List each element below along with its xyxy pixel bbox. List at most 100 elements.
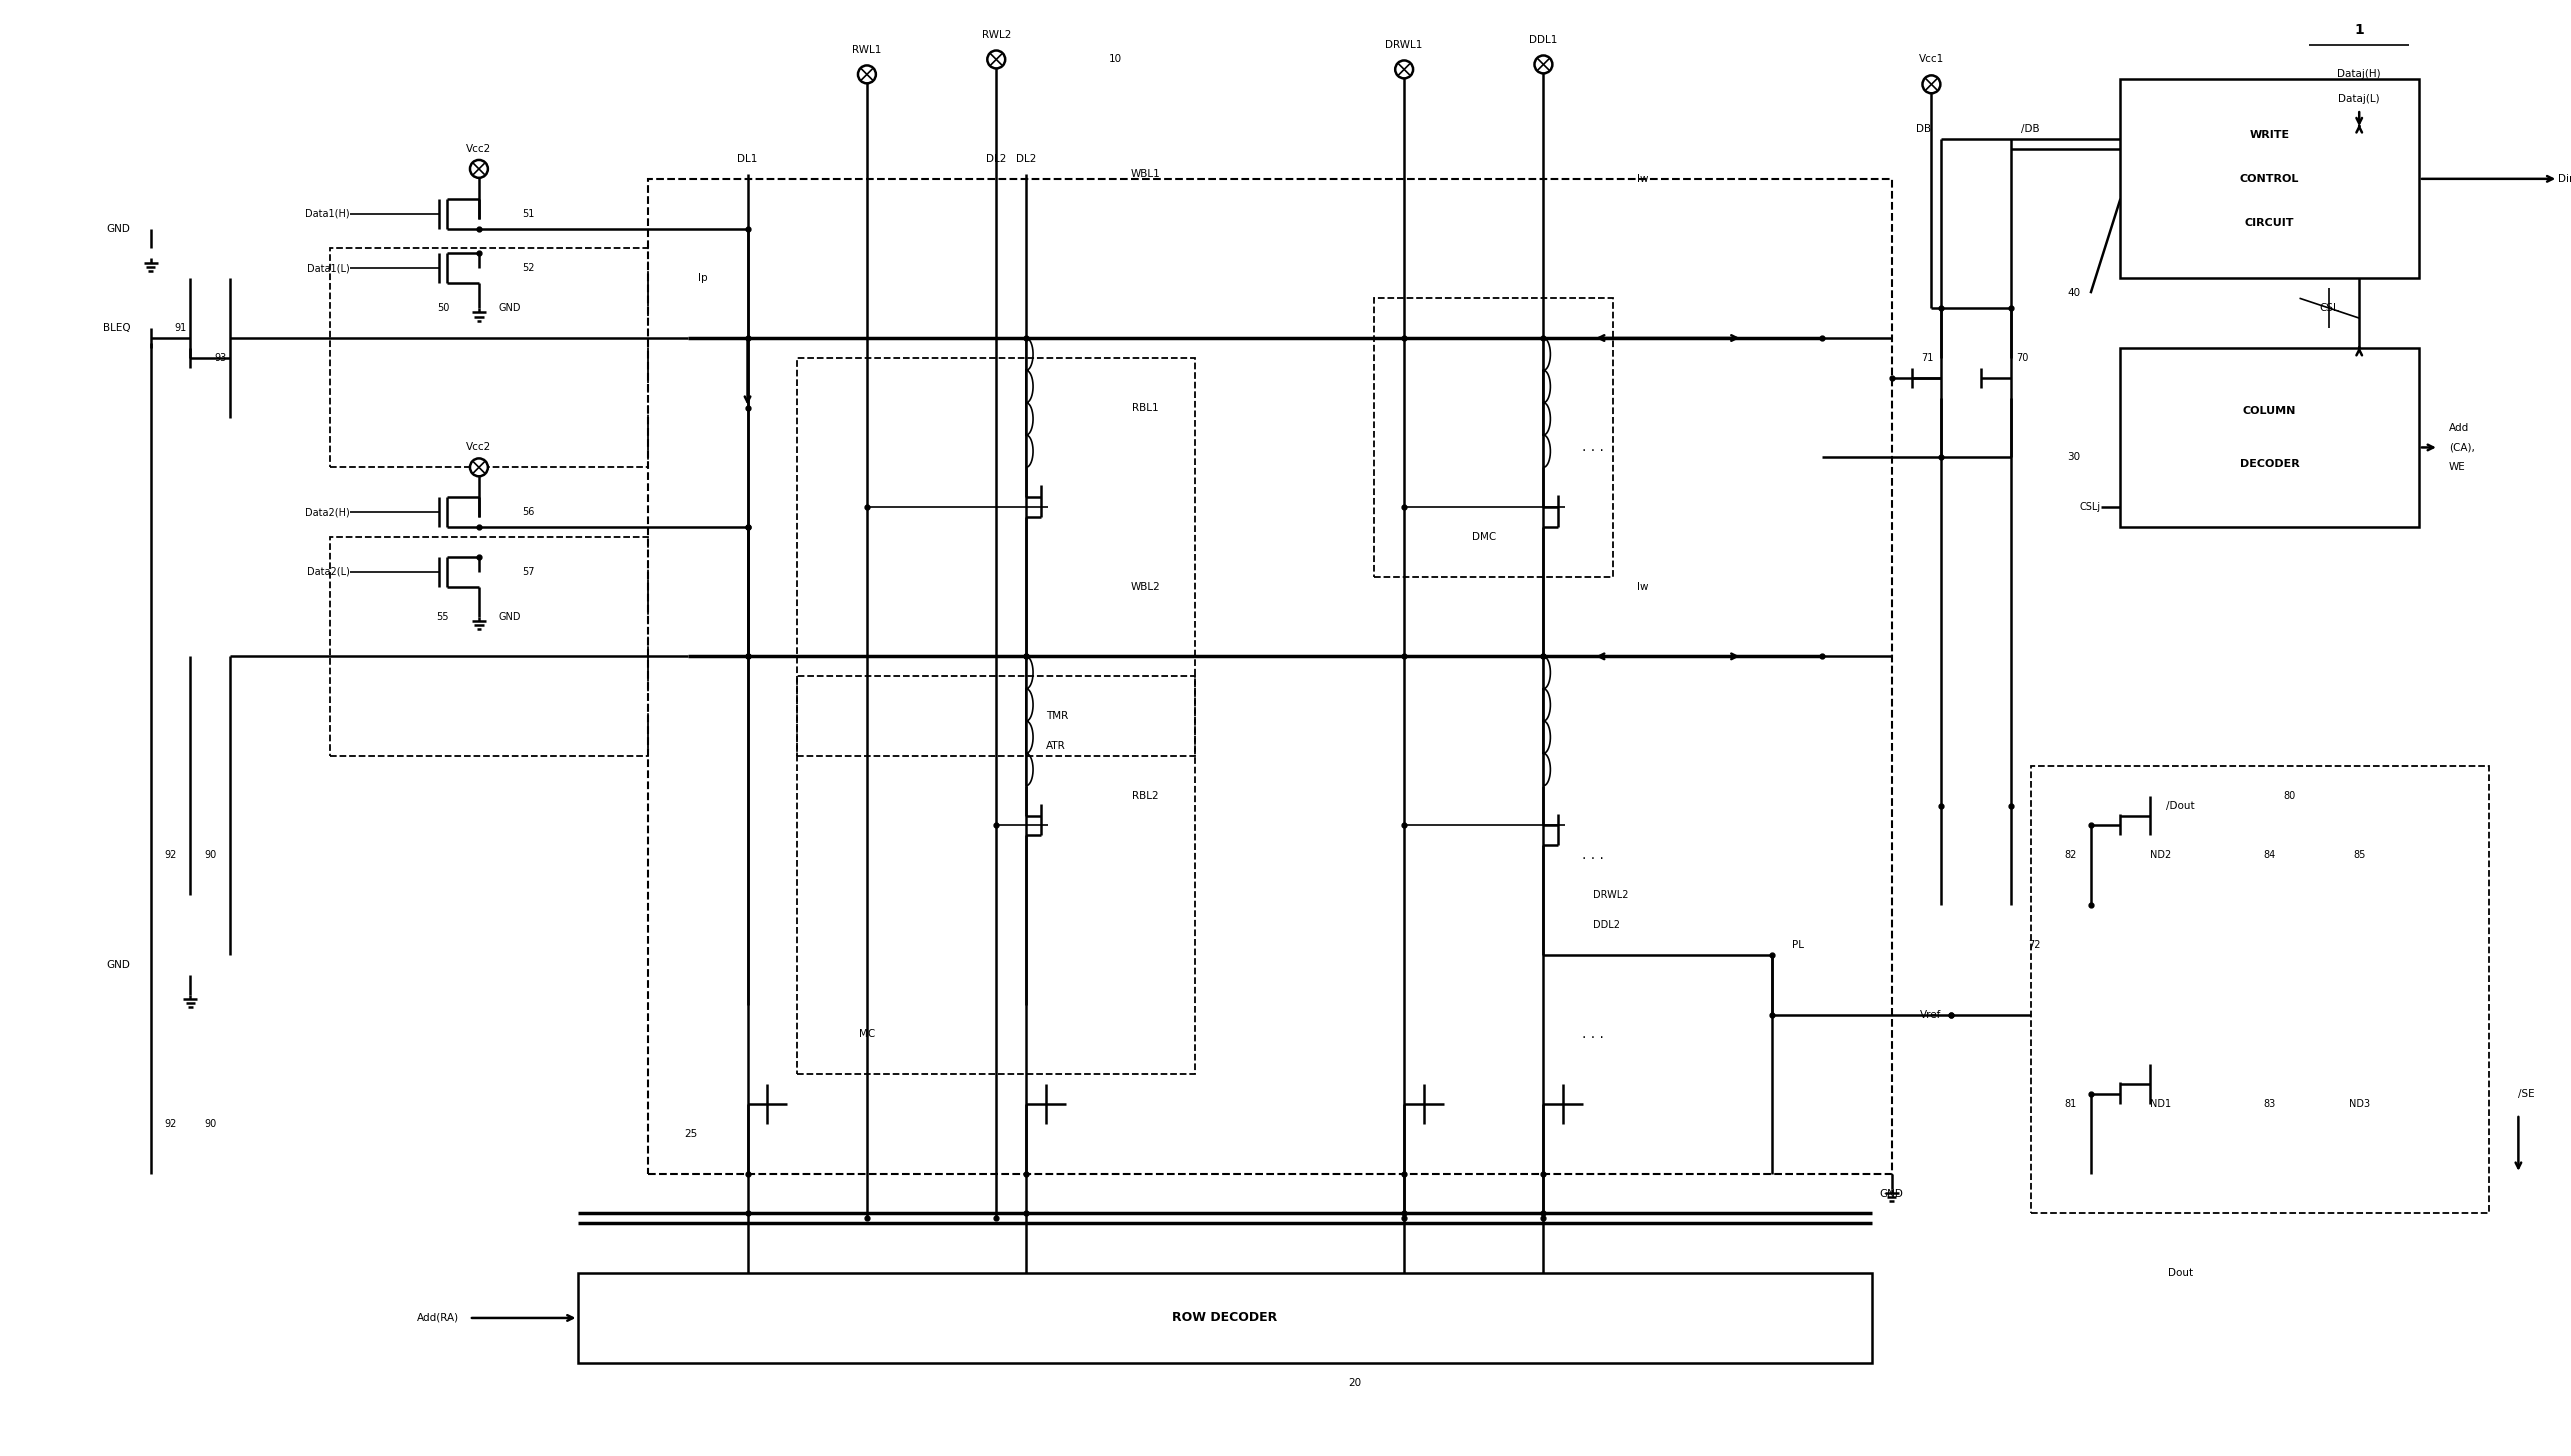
Text: RBL2: RBL2 — [1131, 791, 1160, 801]
Text: 50: 50 — [437, 303, 450, 313]
Text: WBL1: WBL1 — [1131, 169, 1160, 179]
Text: DL1: DL1 — [738, 154, 758, 165]
Text: CSL: CSL — [2319, 303, 2340, 313]
Text: DRWL1: DRWL1 — [1386, 39, 1422, 50]
Text: Add: Add — [2448, 422, 2468, 432]
Circle shape — [1923, 76, 1941, 93]
Text: Vref: Vref — [1921, 1009, 1941, 1019]
Text: DDL2: DDL2 — [1594, 920, 1620, 930]
Text: . . .: . . . — [1581, 441, 1604, 454]
Text: ROW DECODER: ROW DECODER — [1172, 1312, 1278, 1325]
Text: 70: 70 — [2016, 352, 2029, 363]
Text: RBL1: RBL1 — [1131, 403, 1160, 412]
Bar — [2031, 766, 2489, 1213]
Text: DB: DB — [1915, 124, 1931, 134]
Circle shape — [470, 160, 488, 178]
Text: MC: MC — [859, 1029, 874, 1040]
Text: Vcc1: Vcc1 — [1918, 54, 1944, 64]
Text: 85: 85 — [2352, 850, 2365, 860]
Text: Ip: Ip — [699, 274, 707, 284]
Text: Dout: Dout — [2167, 1268, 2193, 1278]
Text: COLUMN: COLUMN — [2242, 406, 2296, 415]
Text: Vcc2: Vcc2 — [465, 144, 491, 154]
Text: Iw: Iw — [1638, 582, 1648, 591]
Text: Data2(H): Data2(H) — [306, 507, 350, 517]
Text: TMR: TMR — [1046, 711, 1067, 721]
Text: 80: 80 — [2283, 791, 2296, 801]
Text: Vcc2: Vcc2 — [465, 443, 491, 453]
Circle shape — [987, 51, 1005, 68]
Bar — [797, 358, 1196, 756]
Text: RWL1: RWL1 — [851, 45, 882, 54]
Text: /SE: /SE — [2520, 1089, 2535, 1099]
Text: . . .: . . . — [1581, 1028, 1604, 1041]
Text: RWL2: RWL2 — [982, 29, 1010, 39]
Bar — [329, 537, 648, 756]
Text: Din: Din — [2558, 173, 2571, 183]
Text: GND: GND — [108, 960, 131, 970]
Text: WE: WE — [2448, 463, 2466, 472]
Bar — [2121, 79, 2419, 278]
Text: 57: 57 — [522, 566, 535, 577]
Text: 82: 82 — [2065, 850, 2077, 860]
Circle shape — [1396, 61, 1414, 79]
Text: ATR: ATR — [1046, 741, 1067, 751]
Circle shape — [859, 66, 877, 83]
Text: ND2: ND2 — [2149, 850, 2170, 860]
Text: ND1: ND1 — [2149, 1099, 2170, 1109]
Text: DMC: DMC — [1471, 531, 1496, 542]
Bar — [578, 1273, 1872, 1363]
Text: 93: 93 — [213, 352, 226, 363]
Text: CONTROL: CONTROL — [2239, 173, 2298, 183]
Text: Dataj(H): Dataj(H) — [2337, 70, 2381, 80]
Text: 55: 55 — [437, 612, 450, 622]
Text: (CA),: (CA), — [2448, 443, 2476, 453]
Text: ND3: ND3 — [2350, 1099, 2370, 1109]
Text: GND: GND — [108, 224, 131, 233]
Text: Data1(L): Data1(L) — [306, 264, 350, 274]
Text: 92: 92 — [165, 850, 177, 860]
Text: 52: 52 — [522, 264, 535, 274]
Text: Data1(H): Data1(H) — [306, 208, 350, 218]
Text: 92: 92 — [165, 1120, 177, 1128]
Text: 72: 72 — [2029, 941, 2041, 949]
Text: DDL1: DDL1 — [1530, 35, 1558, 45]
Text: Add(RA): Add(RA) — [417, 1313, 460, 1324]
Text: 25: 25 — [684, 1128, 697, 1139]
Bar — [2121, 348, 2419, 527]
Text: GND: GND — [1879, 1188, 1903, 1198]
Text: PL: PL — [1792, 941, 1805, 949]
Text: DECODER: DECODER — [2239, 459, 2298, 469]
Text: DL2: DL2 — [1016, 154, 1036, 165]
Text: 51: 51 — [522, 208, 535, 218]
Text: /DB: /DB — [2021, 124, 2039, 134]
Text: 83: 83 — [2262, 1099, 2275, 1109]
Bar — [648, 179, 1892, 1174]
Bar — [1375, 298, 1612, 577]
Circle shape — [1535, 55, 1553, 73]
Text: BLEQ: BLEQ — [103, 323, 131, 333]
Text: 40: 40 — [2067, 288, 2080, 298]
Text: 84: 84 — [2262, 850, 2275, 860]
Bar — [329, 249, 648, 467]
Text: GND: GND — [499, 303, 522, 313]
Text: GND: GND — [499, 612, 522, 622]
Circle shape — [470, 459, 488, 476]
Text: 91: 91 — [175, 323, 188, 333]
Text: /Dout: /Dout — [2165, 801, 2196, 811]
Text: WRITE: WRITE — [2250, 130, 2291, 140]
Text: WBL2: WBL2 — [1131, 582, 1160, 591]
Text: 20: 20 — [1347, 1377, 1360, 1388]
Text: Iw: Iw — [1638, 173, 1648, 183]
Text: CSLj: CSLj — [2080, 502, 2101, 513]
Text: 71: 71 — [1921, 352, 1933, 363]
Bar — [797, 676, 1196, 1075]
Text: Dataj(L): Dataj(L) — [2340, 95, 2381, 105]
Text: 90: 90 — [203, 850, 216, 860]
Text: 1: 1 — [2355, 23, 2365, 36]
Text: 81: 81 — [2065, 1099, 2077, 1109]
Text: 30: 30 — [2067, 453, 2080, 463]
Text: DL2: DL2 — [987, 154, 1005, 165]
Text: . . .: . . . — [1581, 849, 1604, 862]
Text: Data2(L): Data2(L) — [306, 566, 350, 577]
